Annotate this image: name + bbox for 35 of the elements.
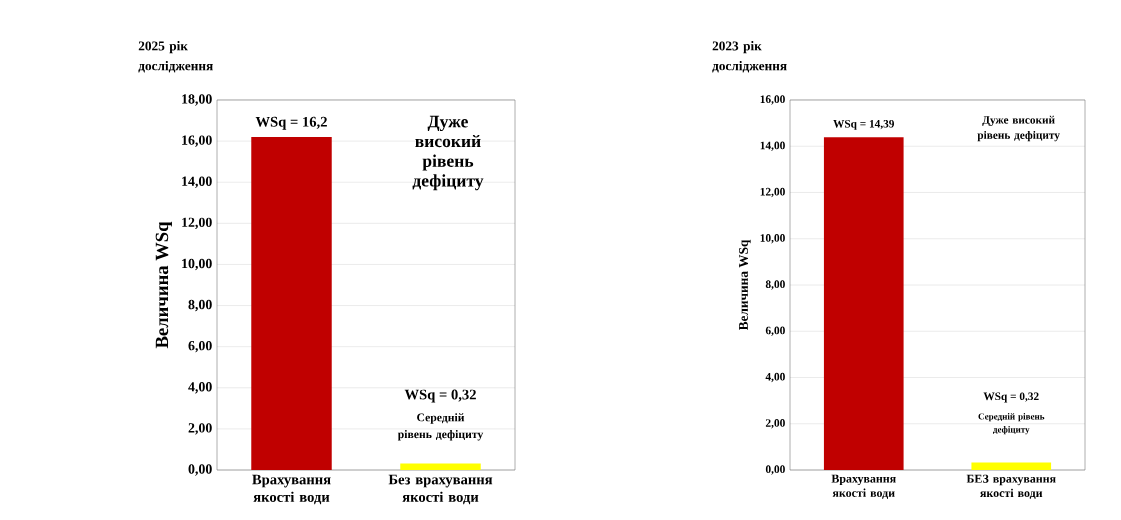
y-axis-title: Величина WSq — [739, 239, 751, 331]
y-tick-label: 14,00 — [182, 176, 212, 188]
y-tick-label: 8,00 — [188, 299, 212, 312]
annotation: WSq = 0,32 — [404, 389, 476, 403]
y-axis-title: Величина WSq — [155, 221, 172, 349]
y-tick-label: 6,00 — [765, 326, 785, 336]
y-tick-label: 12,00 — [760, 187, 785, 198]
y-tick-label: 10,00 — [182, 258, 212, 271]
x-tick-label: Без врахування якості води — [388, 474, 493, 505]
annotation: Дуже високий рівень дефіциту — [412, 115, 484, 191]
x-tick-label: БЕЗ врахування якості води — [966, 474, 1056, 500]
x-tick-label: Врахування якості води — [831, 474, 896, 499]
y-tick-label: 4,00 — [188, 382, 212, 394]
annotation: Середній рівень дефіциту — [978, 413, 1045, 435]
y-tick-label: 0,00 — [188, 464, 212, 476]
data-label: WSq = 14,39 — [833, 119, 895, 130]
x-tick-label: Врахування якості води — [252, 474, 331, 505]
y-tick-label: 16,00 — [182, 135, 212, 147]
y-tick-label: 6,00 — [188, 340, 212, 353]
y-tick-label: 2,00 — [765, 419, 785, 429]
chart-title: 2025 рік дослідження — [138, 41, 213, 73]
y-tick-label: 18,00 — [182, 94, 212, 106]
y-tick-label: 8,00 — [765, 280, 785, 290]
y-tick-label: 2,00 — [188, 423, 212, 435]
y-tick-label: 0,00 — [765, 465, 785, 475]
annotation: Дуже високий рівень дефіциту — [977, 115, 1060, 142]
annotation: WSq = 0,32 — [983, 392, 1039, 403]
data-label: WSq = 16,2 — [255, 116, 327, 130]
y-tick-label: 12,00 — [182, 217, 212, 230]
y-tick-label: 10,00 — [760, 234, 785, 244]
y-tick-label: 14,00 — [760, 141, 785, 151]
y-tick-label: 4,00 — [765, 372, 785, 383]
annotation: Середній рівень дефіциту — [397, 413, 484, 441]
chart-title: 2023 рік дослідження — [712, 41, 787, 73]
y-tick-label: 16,00 — [760, 95, 785, 105]
